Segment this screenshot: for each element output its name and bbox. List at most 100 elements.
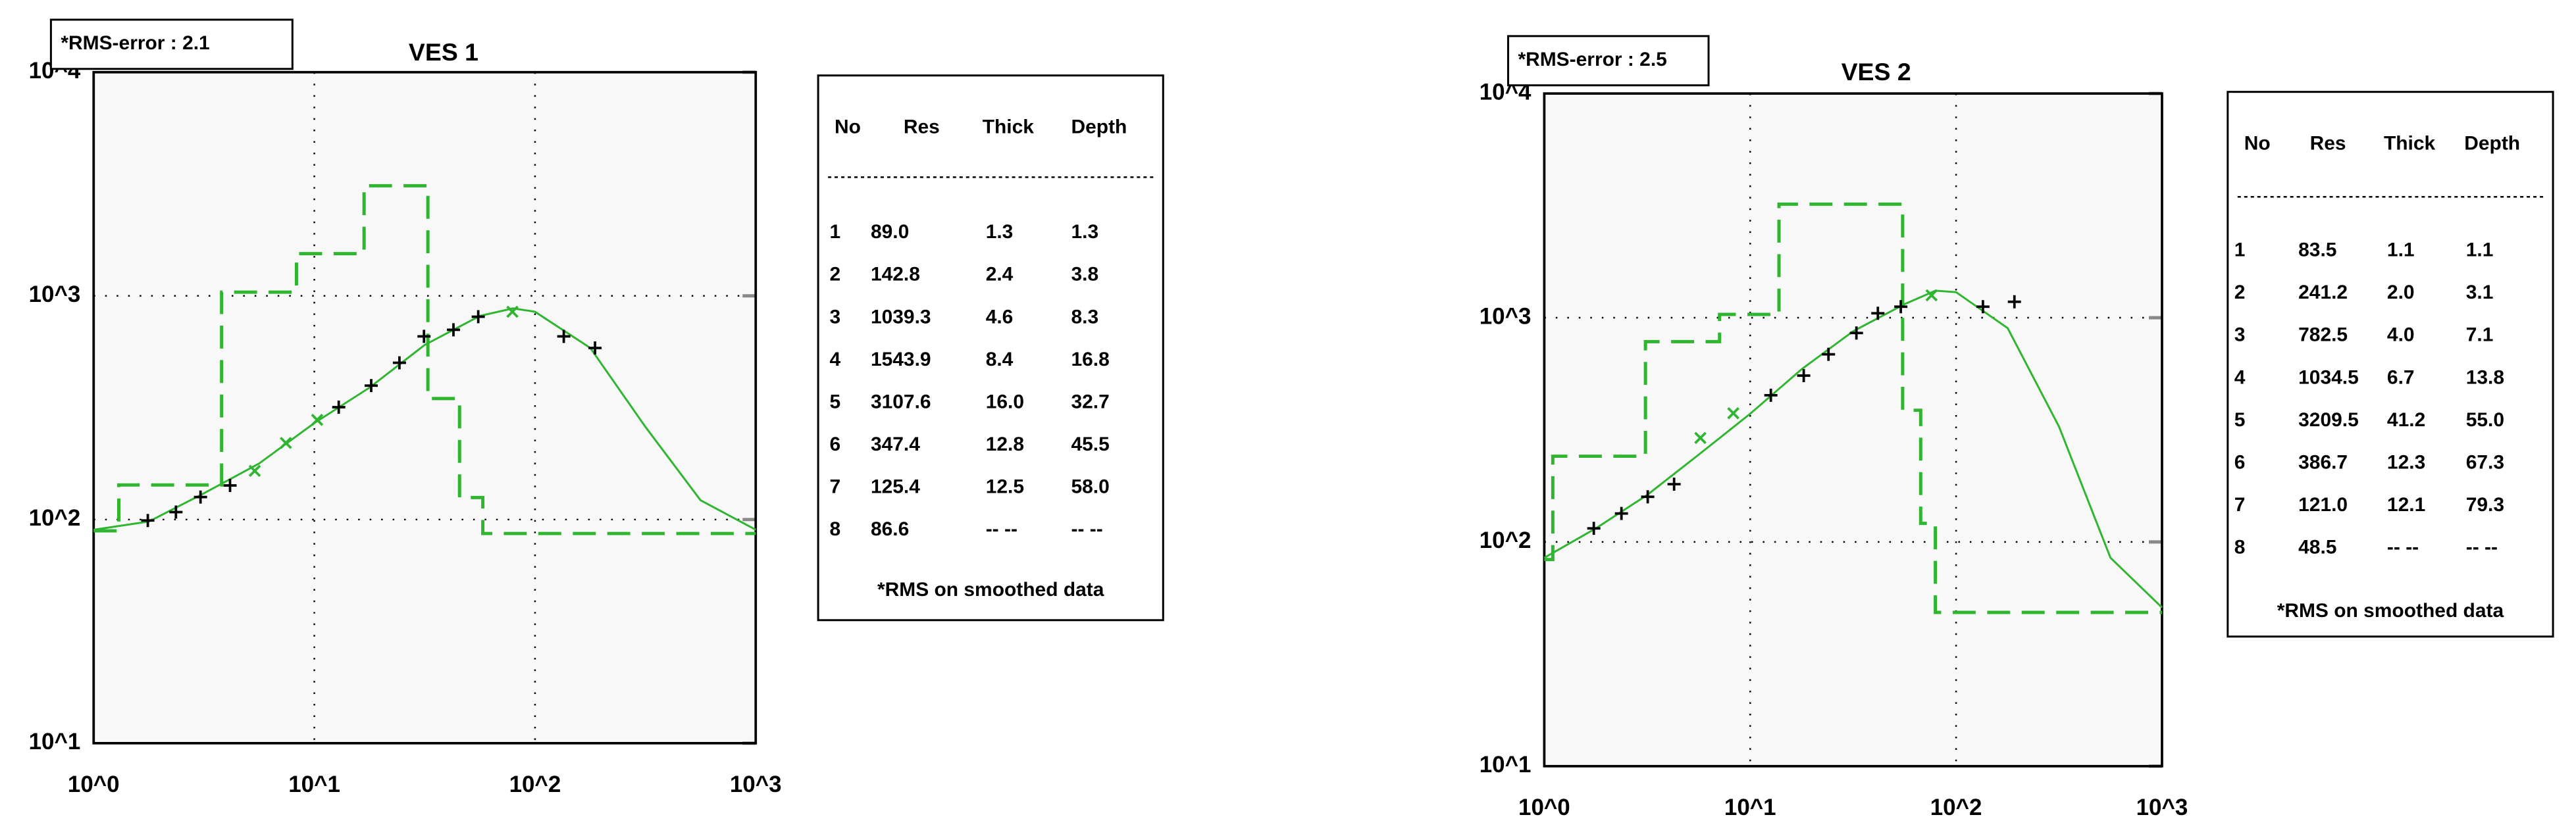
table-cell: 86.6	[871, 518, 909, 540]
table-cell: 7	[830, 476, 841, 498]
table-box	[2227, 91, 2554, 638]
data-point	[1894, 300, 1908, 314]
series-line	[93, 184, 756, 535]
table-cell: 3.1	[2466, 282, 2494, 303]
plot-area	[93, 72, 756, 743]
table-cell: 386.7	[2298, 452, 2348, 474]
chart-title: VES 2	[1842, 58, 1911, 86]
table-cell: 41.2	[2387, 409, 2425, 431]
data-point	[1667, 478, 1681, 491]
table-cell: 121.0	[2298, 494, 2348, 516]
table-cell: 1.3	[986, 221, 1014, 243]
y-tick-label: 10^3	[1480, 303, 1532, 329]
data-point	[471, 310, 485, 324]
table-cell: 13.8	[2466, 366, 2504, 388]
table-cell: 89.0	[871, 221, 909, 243]
table-header: Depth	[2464, 132, 2520, 154]
plot-frame	[1543, 92, 2163, 768]
plot-frame	[92, 70, 758, 745]
table-cell: 5	[830, 391, 841, 412]
table-cell: 67.3	[2466, 452, 2504, 474]
data-point	[1871, 307, 1885, 320]
data-point	[193, 490, 207, 504]
table-cell: 6	[830, 433, 841, 455]
table-header: Res	[904, 116, 940, 137]
table-cell: 142.8	[871, 264, 920, 285]
data-point	[1727, 407, 1739, 420]
table-cell: 2	[830, 264, 841, 285]
table-cell: 6.7	[2387, 366, 2415, 388]
table-cell: 48.5	[2298, 537, 2336, 558]
data-point	[1764, 388, 1778, 402]
table-cell: 16.8	[1071, 349, 1110, 370]
data-point	[141, 514, 155, 528]
annotation-box	[1507, 35, 1710, 87]
data-point	[392, 356, 406, 370]
table-cell: 8.3	[1071, 306, 1099, 328]
table-cell: 1543.9	[871, 349, 931, 370]
x-tick-label: 10^1	[1724, 795, 1776, 820]
x-tick-label: 10^3	[2136, 795, 2188, 820]
data-point	[1614, 506, 1628, 520]
table-box	[817, 74, 1164, 622]
data-point	[223, 479, 237, 493]
data-point	[1694, 432, 1707, 445]
table-cell: 12.5	[986, 476, 1024, 498]
table-cell: 8	[2234, 537, 2246, 558]
table-cell: 2	[2234, 282, 2246, 303]
x-tick-label: 10^0	[1518, 795, 1570, 820]
y-tick-label: 10^1	[29, 729, 81, 754]
data-point	[1587, 522, 1601, 535]
table-header: No	[2244, 132, 2271, 154]
table-cell: 2.4	[986, 264, 1014, 285]
data-point	[365, 379, 378, 393]
table-cell: 3107.6	[871, 391, 931, 412]
chart-title: VES 1	[409, 38, 478, 66]
y-tick-label: 10^1	[1480, 752, 1532, 778]
table-cell: 6	[2234, 452, 2246, 474]
table-cell: 12.1	[2387, 494, 2425, 516]
table-cell: 4	[2234, 366, 2246, 388]
table-cell: 32.7	[1071, 391, 1110, 412]
y-tick-label: 10^2	[29, 505, 81, 531]
table-cell: 4	[830, 349, 841, 370]
table-cell: 3	[830, 306, 841, 328]
table-cell: 1034.5	[2298, 366, 2359, 388]
table-cell: 1.1	[2466, 239, 2494, 261]
table-cell: 16.0	[986, 391, 1024, 412]
table-cell: 8.4	[986, 349, 1014, 370]
data-point	[2007, 295, 2021, 309]
table-cell: 125.4	[871, 476, 920, 498]
table-cell: -- --	[2466, 537, 2498, 558]
table-cell: 45.5	[1071, 433, 1110, 455]
data-point	[311, 413, 324, 426]
data-point	[1797, 369, 1811, 382]
data-point	[1822, 347, 1836, 361]
data-point	[1849, 326, 1863, 340]
table-cell: 58.0	[1071, 476, 1110, 498]
annotation: *RMS-error : 2.1	[61, 32, 209, 54]
table-cell: 3209.5	[2298, 409, 2359, 431]
table-cell: 782.5	[2298, 324, 2348, 346]
annotation: *RMS-error : 2.5	[1518, 49, 1666, 70]
table-cell: -- --	[1071, 518, 1103, 540]
table-cell: 83.5	[2298, 239, 2336, 261]
table-note: *RMS on smoothed data	[2277, 600, 2504, 622]
table-header: Thick	[983, 116, 1035, 137]
y-tick-label: 10^3	[29, 282, 81, 307]
plot-area	[1544, 93, 2162, 766]
table-header: Depth	[1071, 116, 1127, 137]
table-cell: 1	[2234, 239, 2246, 261]
data-point	[1976, 300, 1990, 314]
data-point	[557, 330, 571, 343]
table-cell: 3.8	[1071, 264, 1099, 285]
table-cell: 55.0	[2466, 409, 2504, 431]
data-point	[506, 305, 519, 318]
table-cell: 1.1	[2387, 239, 2415, 261]
x-tick-label: 10^3	[730, 772, 782, 797]
table-cell: 79.3	[2466, 494, 2504, 516]
x-tick-label: 10^1	[288, 772, 340, 797]
table-cell: 12.8	[986, 433, 1024, 455]
